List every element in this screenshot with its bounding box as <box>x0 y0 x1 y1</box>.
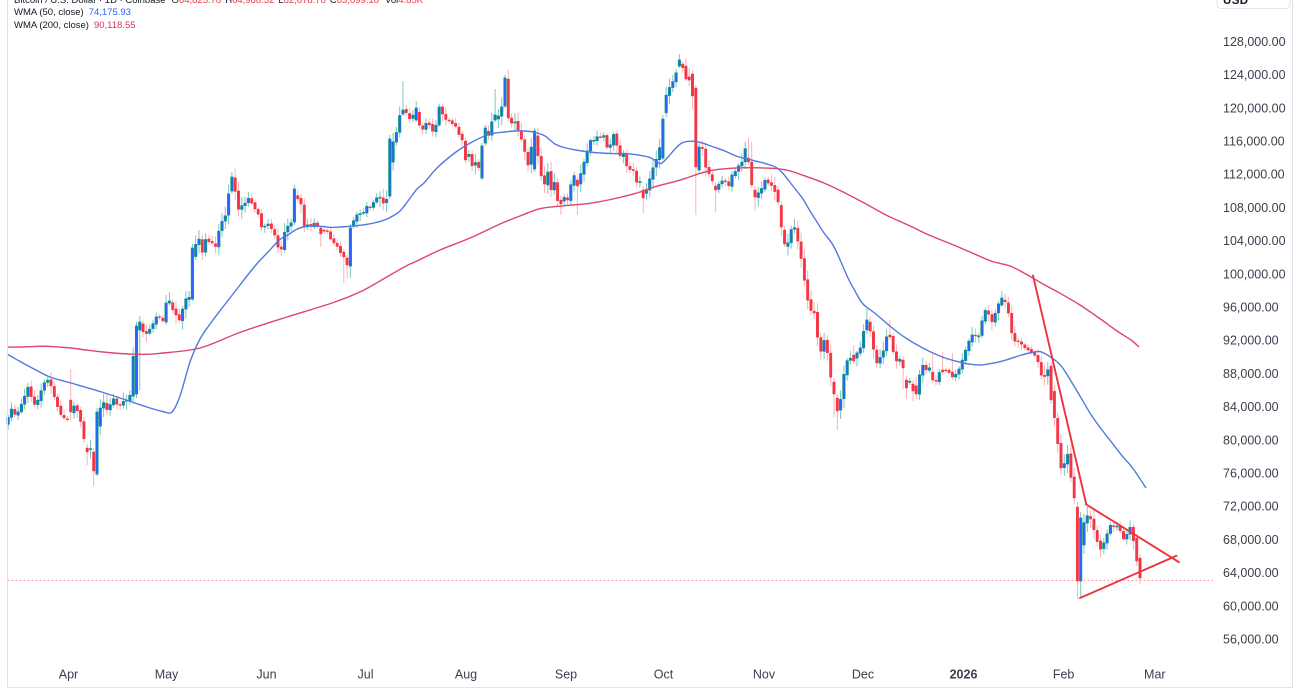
svg-text:64,000.00: 64,000.00 <box>1223 566 1279 580</box>
svg-text:Bitcoin / U.S. Dollar · 1D · C: Bitcoin / U.S. Dollar · 1D · Coinbase O64… <box>14 0 424 6</box>
svg-text:USD: USD <box>1223 0 1248 7</box>
svg-text:Feb: Feb <box>1053 668 1075 682</box>
svg-text:128,000.00: 128,000.00 <box>1223 35 1286 49</box>
svg-text:Sep: Sep <box>555 668 577 682</box>
svg-text:Oct: Oct <box>654 668 674 682</box>
svg-text:Dec: Dec <box>852 668 874 682</box>
svg-text:68,000.00: 68,000.00 <box>1223 533 1279 547</box>
svg-text:92,000.00: 92,000.00 <box>1223 334 1279 348</box>
svg-text:84,000.00: 84,000.00 <box>1223 400 1279 414</box>
svg-text:Jun: Jun <box>256 668 276 682</box>
svg-text:112,000.00: 112,000.00 <box>1223 168 1285 182</box>
svg-text:116,000.00: 116,000.00 <box>1223 135 1285 149</box>
svg-text:76,000.00: 76,000.00 <box>1223 467 1279 481</box>
svg-text:2026: 2026 <box>950 668 978 682</box>
svg-text:56,000.00: 56,000.00 <box>1223 633 1279 647</box>
svg-text:80,000.00: 80,000.00 <box>1223 433 1279 447</box>
svg-text:WMA (50, close)74,175.93: WMA (50, close) 74,175.93 <box>14 7 131 18</box>
svg-text:60,000.00: 60,000.00 <box>1223 599 1279 613</box>
svg-text:Mar: Mar <box>1144 668 1166 682</box>
svg-text:120,000.00: 120,000.00 <box>1223 101 1286 115</box>
svg-text:May: May <box>155 668 179 682</box>
svg-text:Nov: Nov <box>753 668 776 682</box>
svg-text:100,000.00: 100,000.00 <box>1223 267 1286 281</box>
svg-text:WMA (200, close)90,118.55: WMA (200, close) 90,118.55 <box>14 20 136 31</box>
svg-text:Apr: Apr <box>59 668 78 682</box>
svg-text:Aug: Aug <box>455 668 477 682</box>
svg-text:104,000.00: 104,000.00 <box>1223 234 1286 248</box>
svg-text:96,000.00: 96,000.00 <box>1223 301 1279 315</box>
svg-text:72,000.00: 72,000.00 <box>1223 500 1279 514</box>
svg-text:88,000.00: 88,000.00 <box>1223 367 1279 381</box>
svg-text:108,000.00: 108,000.00 <box>1223 201 1286 215</box>
svg-text:124,000.00: 124,000.00 <box>1223 68 1286 82</box>
svg-text:Jul: Jul <box>358 668 374 682</box>
